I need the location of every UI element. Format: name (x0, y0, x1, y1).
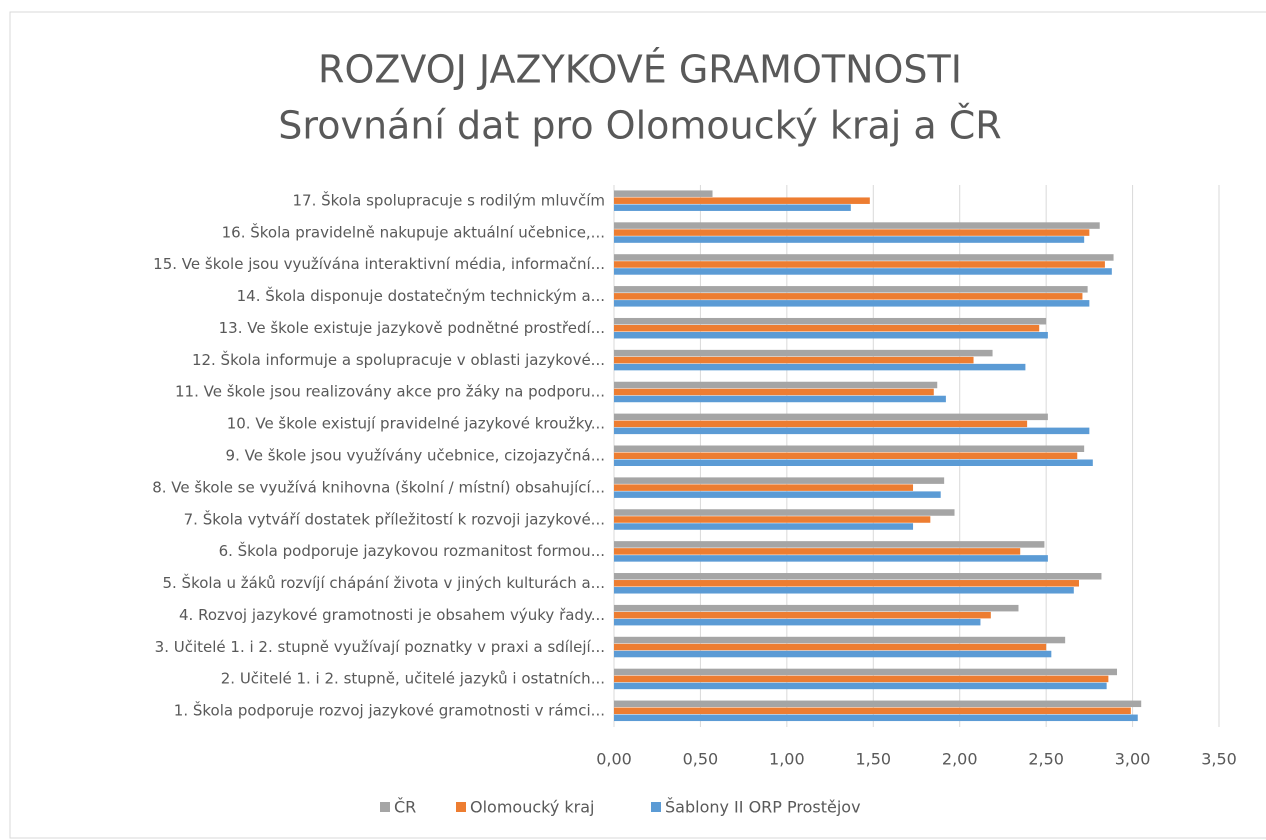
bar (614, 204, 851, 211)
x-tick-label: 0,50 (683, 750, 719, 769)
x-tick-label: 1,00 (769, 750, 805, 769)
bar (614, 516, 931, 523)
bar (614, 261, 1105, 268)
bar (614, 236, 1085, 243)
bar (614, 668, 1118, 676)
legend-swatch (651, 802, 661, 812)
y-tick-label: 2. Učitelé 1. i 2. stupně, učitelé jazyk… (221, 670, 605, 688)
bar (614, 700, 1142, 708)
bar (614, 675, 1109, 683)
y-tick-label: 14. Škola disponuje dostatečným technick… (237, 286, 605, 305)
bar (614, 548, 1021, 555)
bar (614, 452, 1078, 459)
bar (614, 707, 1131, 715)
bar (614, 286, 1088, 293)
y-tick-label: 9. Ve škole jsou využívány učebnice, ciz… (226, 447, 605, 465)
bar (614, 509, 955, 516)
y-tick-label: 16. Škola pravidelně nakupuje aktuální u… (222, 222, 605, 241)
bar (614, 587, 1074, 594)
bar (614, 190, 713, 197)
bar (614, 611, 991, 619)
bar (614, 324, 1040, 332)
y-tick-label: 10. Ve škole existují pravidelné jazykov… (227, 415, 605, 433)
bar (614, 229, 1090, 236)
bar (614, 363, 1026, 371)
legend-label: ČR (394, 798, 416, 817)
x-tick-label: 2,50 (1028, 750, 1064, 769)
bar (614, 300, 1090, 307)
bar (614, 682, 1107, 690)
bar (614, 349, 993, 357)
bar (614, 427, 1090, 435)
y-tick-label: 5. Škola u žáků rozvíjí chápání života v… (162, 573, 605, 592)
x-tick-label: 3,00 (1115, 750, 1151, 769)
bar (614, 222, 1100, 229)
bar (614, 618, 981, 626)
bar (614, 604, 1019, 612)
bar (614, 491, 941, 498)
bar (614, 331, 1048, 339)
bar (614, 636, 1066, 644)
bar (614, 643, 1047, 651)
y-tick-label: 13. Ve škole existuje jazykově podnětné … (219, 319, 605, 337)
bar (614, 356, 974, 364)
x-tick-label: 0,00 (596, 750, 632, 769)
bar (614, 395, 946, 403)
bar (614, 420, 1028, 428)
bar (614, 714, 1138, 722)
bar (614, 268, 1112, 275)
bar (614, 459, 1093, 466)
y-tick-label: 7. Škola vytváří dostatek příležitostí k… (184, 509, 605, 528)
bar (614, 254, 1114, 261)
x-tick-label: 1,50 (855, 750, 891, 769)
bar (614, 523, 914, 530)
x-tick-label: 3,50 (1201, 750, 1237, 769)
y-tick-label: 1. Škola podporuje rozvoj jazykové gramo… (174, 701, 605, 720)
bar (614, 477, 945, 484)
legend-label: Olomoucký kraj (470, 798, 594, 817)
y-tick-label: 8. Ve škole se využívá knihovna (školní … (152, 478, 605, 496)
legend-label: Šablony II ORP Prostějov (665, 798, 861, 817)
bar (614, 293, 1083, 300)
bar (614, 555, 1048, 562)
y-tick-label: 3. Učitelé 1. i 2. stupně využívají pozn… (155, 638, 605, 656)
legend-swatch (456, 802, 466, 812)
bar (614, 381, 938, 389)
bar (614, 541, 1045, 548)
bar (614, 317, 1047, 325)
bar (614, 413, 1048, 421)
chart-title: ROZVOJ JAZYKOVÉ GRAMOTNOSTI (318, 48, 962, 92)
x-tick-label: 2,00 (942, 750, 978, 769)
y-tick-label: 11. Ve škole jsou realizovány akce pro ž… (175, 383, 605, 401)
bar (614, 650, 1052, 658)
y-tick-label: 15. Ve škole jsou využívána interaktivní… (153, 255, 605, 273)
bar (614, 388, 934, 396)
legend-swatch (380, 802, 390, 812)
y-tick-label: 6. Škola podporuje jazykovou rozmanitost… (219, 541, 605, 560)
chart-subtitle: Srovnání dat pro Olomoucký kraj a ČR (278, 104, 1001, 148)
y-tick-label: 17. Škola spolupracuje s rodilým mluvčím (293, 190, 606, 209)
bar (614, 197, 870, 204)
bar (614, 445, 1085, 452)
y-tick-label: 12. Škola informuje a spolupracuje v obl… (192, 350, 605, 369)
y-tick-label: 4. Rozvoj jazykové gramotnosti je obsahe… (179, 606, 605, 624)
bar (614, 573, 1102, 580)
bar (614, 580, 1079, 587)
bar (614, 484, 914, 491)
